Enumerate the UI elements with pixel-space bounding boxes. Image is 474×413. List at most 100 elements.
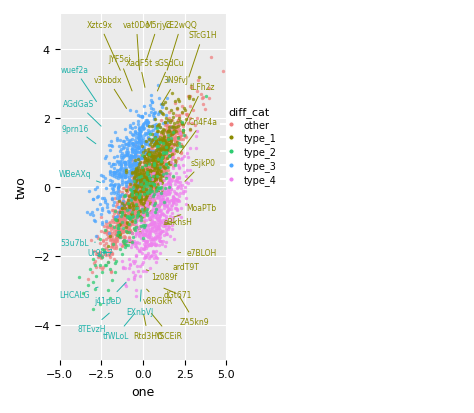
Point xyxy=(155,204,162,210)
Point xyxy=(141,190,149,197)
Point xyxy=(166,123,174,130)
Point xyxy=(146,193,154,199)
Point xyxy=(137,142,145,148)
Point xyxy=(179,143,186,150)
Point xyxy=(152,177,160,183)
Point xyxy=(155,219,162,225)
Point xyxy=(132,182,140,189)
Point xyxy=(161,150,168,157)
Point xyxy=(121,244,128,251)
Point xyxy=(145,166,153,173)
Point xyxy=(156,180,164,187)
Point xyxy=(106,169,114,176)
Point xyxy=(171,205,179,212)
Point xyxy=(155,110,163,116)
Point xyxy=(166,171,173,177)
Point xyxy=(158,211,166,217)
Point xyxy=(126,158,133,164)
Point xyxy=(131,147,139,154)
Point xyxy=(140,184,148,191)
Point xyxy=(172,197,180,204)
Point xyxy=(129,203,137,209)
Point xyxy=(150,127,157,134)
Point xyxy=(109,161,117,168)
Point xyxy=(136,199,143,206)
Point xyxy=(152,187,160,193)
Point xyxy=(169,129,176,136)
Point xyxy=(135,213,143,220)
Point xyxy=(134,176,142,183)
Point xyxy=(157,238,165,245)
Point xyxy=(125,215,133,222)
Point xyxy=(132,202,140,209)
Text: AGdGaS: AGdGaS xyxy=(63,100,101,127)
Point xyxy=(163,143,170,150)
Point xyxy=(152,155,160,162)
Point xyxy=(142,163,149,169)
Point xyxy=(128,209,136,216)
Point xyxy=(141,111,149,117)
Point xyxy=(150,240,158,246)
Point xyxy=(128,190,136,197)
Point xyxy=(165,143,173,150)
Point xyxy=(156,223,164,229)
Point xyxy=(137,171,144,177)
Point xyxy=(152,214,159,221)
Point xyxy=(126,202,133,209)
Point xyxy=(128,189,136,196)
Point xyxy=(136,131,144,138)
Point xyxy=(131,261,138,267)
Point xyxy=(111,269,119,275)
Point xyxy=(164,155,171,161)
Point xyxy=(122,181,129,188)
Point xyxy=(143,131,150,138)
Point xyxy=(133,199,141,206)
Point xyxy=(118,214,125,221)
Point xyxy=(138,189,146,196)
Point xyxy=(100,242,108,249)
Point xyxy=(140,204,148,211)
Point xyxy=(156,202,164,208)
Point xyxy=(145,174,152,180)
Point xyxy=(128,180,136,187)
Point xyxy=(128,230,136,237)
Point xyxy=(143,176,150,183)
Point xyxy=(119,263,127,270)
Point xyxy=(161,217,168,223)
Point xyxy=(121,224,128,231)
Point xyxy=(113,245,120,252)
Point xyxy=(111,238,119,244)
Point xyxy=(116,209,123,216)
Point xyxy=(161,157,168,163)
Point xyxy=(147,209,155,216)
Point xyxy=(150,168,158,175)
Point xyxy=(145,138,153,144)
Point xyxy=(177,142,185,148)
Point xyxy=(115,171,123,178)
Point xyxy=(138,114,146,121)
Point xyxy=(156,162,164,169)
Point xyxy=(135,156,142,163)
Point xyxy=(206,95,213,102)
Point xyxy=(117,203,124,209)
Point xyxy=(140,178,148,185)
Point xyxy=(176,126,183,133)
Point xyxy=(136,230,144,236)
Point xyxy=(134,197,141,204)
Point xyxy=(162,140,170,147)
Point xyxy=(117,208,125,215)
Point xyxy=(137,197,145,203)
Point xyxy=(165,125,173,131)
Point xyxy=(114,185,122,191)
Point xyxy=(124,186,131,193)
Point xyxy=(110,244,118,251)
Point xyxy=(134,163,141,169)
Point xyxy=(165,174,173,180)
Point xyxy=(90,260,97,266)
Point xyxy=(142,162,149,169)
Point xyxy=(145,158,153,164)
Point xyxy=(119,214,127,220)
Point xyxy=(168,131,176,138)
Point xyxy=(138,210,146,217)
Point xyxy=(150,110,157,117)
